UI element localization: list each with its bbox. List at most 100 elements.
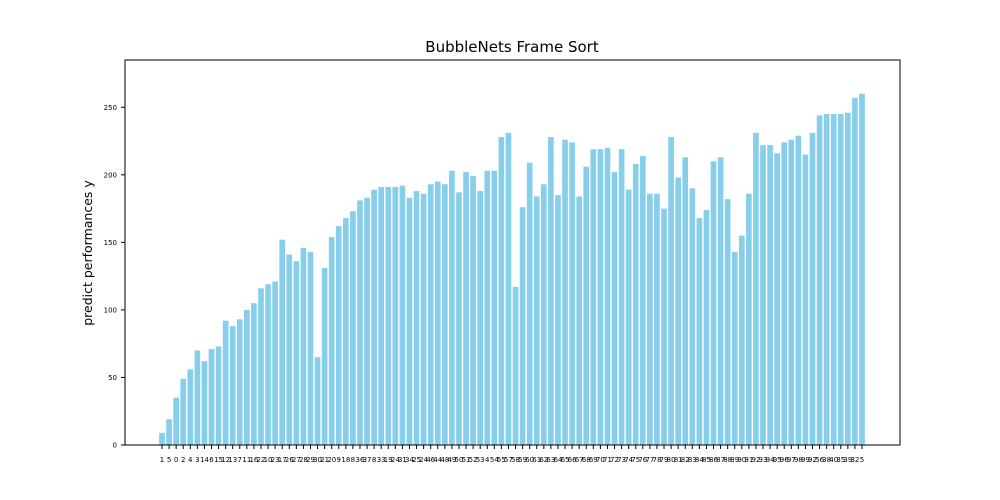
x-tick-label: 70	[596, 456, 605, 464]
x-tick-label: 80	[667, 456, 676, 464]
bar	[583, 166, 590, 445]
x-tick-label: 63	[546, 456, 555, 464]
bar	[420, 193, 427, 445]
x-tick-label: 99	[801, 456, 810, 464]
bars-group	[159, 93, 865, 446]
x-tick-label: 79	[660, 456, 669, 464]
y-tick-label: 100	[104, 306, 117, 314]
bar	[201, 361, 208, 445]
x-tick-label: 44	[433, 456, 442, 464]
x-tick-label: 52	[469, 456, 478, 464]
bar	[307, 251, 314, 445]
x-tick-label: 16	[249, 456, 258, 464]
bar	[618, 149, 625, 445]
bar	[187, 369, 194, 445]
x-tick-label: 59	[518, 456, 527, 464]
y-axis-label: predict performances y	[80, 180, 95, 326]
y-tick-label: 200	[104, 171, 117, 179]
bar	[293, 261, 300, 445]
bar	[364, 197, 370, 445]
x-tick-label: 8	[372, 456, 376, 464]
x-tick-label: 62	[539, 456, 548, 464]
x-tick-label: 83	[688, 456, 697, 464]
bar	[173, 397, 179, 445]
x-tick-label: 95	[773, 456, 782, 464]
x-tick-label: 10	[264, 456, 273, 464]
x-tick-label: 78	[652, 456, 661, 464]
bar	[399, 185, 406, 445]
bar	[731, 251, 738, 445]
x-tick-label: 51	[462, 456, 471, 464]
bar	[208, 349, 215, 445]
bar	[159, 432, 165, 445]
x-tick-label: 67	[575, 456, 584, 464]
bar	[703, 209, 710, 445]
x-tick-label: 85	[702, 456, 711, 464]
bar	[236, 319, 243, 445]
x-tick-label: 88	[723, 456, 732, 464]
bar	[746, 193, 752, 445]
x-tick-label: 86	[709, 456, 718, 464]
x-tick-label: 49	[447, 456, 456, 464]
bar	[837, 114, 844, 445]
x-tick-label: 39	[843, 456, 852, 464]
bar	[371, 189, 377, 445]
x-tick-label: 40	[829, 456, 838, 464]
bar	[251, 303, 257, 445]
x-tick-label: 31	[398, 456, 407, 464]
x-tick-label: 46	[426, 456, 435, 464]
bar	[463, 172, 469, 445]
bar	[286, 254, 293, 445]
y-tick-label: 0	[113, 442, 117, 450]
bar	[661, 208, 667, 445]
bar	[830, 114, 837, 445]
bar	[194, 350, 201, 445]
x-tick-label: 4	[485, 456, 490, 464]
bar	[611, 172, 618, 445]
bar	[328, 236, 335, 445]
bar	[781, 142, 788, 445]
bar	[569, 142, 575, 445]
x-tick-label: 38	[822, 456, 831, 464]
x-tick-label: 20	[327, 456, 336, 464]
bar	[258, 288, 264, 445]
x-tick-label: 27	[292, 456, 301, 464]
x-tick-label: 92	[751, 456, 760, 464]
x-tick-label: 34	[405, 456, 414, 464]
x-tick-label: 56	[815, 456, 824, 464]
bar	[484, 170, 491, 446]
x-tick-label: 84	[695, 456, 704, 464]
bar	[533, 196, 540, 445]
bar	[526, 162, 533, 445]
bar	[279, 239, 286, 445]
bar	[738, 235, 745, 445]
x-tick-label: 19	[384, 456, 393, 464]
bar	[590, 149, 597, 445]
bar	[696, 218, 703, 445]
x-tick-label: 33	[377, 456, 386, 464]
x-tick-label: 48	[440, 456, 449, 464]
x-tick-label: 97	[787, 456, 796, 464]
x-tick-label: 18	[341, 456, 350, 464]
bar	[519, 207, 526, 445]
x-tick-label: 72	[610, 456, 619, 464]
x-tick-label: 50	[455, 456, 464, 464]
bar	[809, 132, 816, 445]
bar	[823, 114, 830, 445]
bar	[442, 184, 448, 445]
x-tick-label: 25	[412, 456, 421, 464]
bar	[456, 192, 462, 445]
bar	[166, 419, 172, 445]
x-tick-label: 66	[568, 456, 577, 464]
x-tick-label: 5	[860, 456, 864, 464]
bar	[767, 145, 773, 445]
x-tick-label: 87	[716, 456, 725, 464]
bar	[477, 191, 484, 445]
bar	[548, 137, 554, 445]
bar	[632, 164, 639, 445]
x-tick-label: 54	[490, 456, 499, 464]
bar	[357, 200, 363, 445]
bar	[244, 309, 250, 445]
bar	[753, 132, 759, 445]
